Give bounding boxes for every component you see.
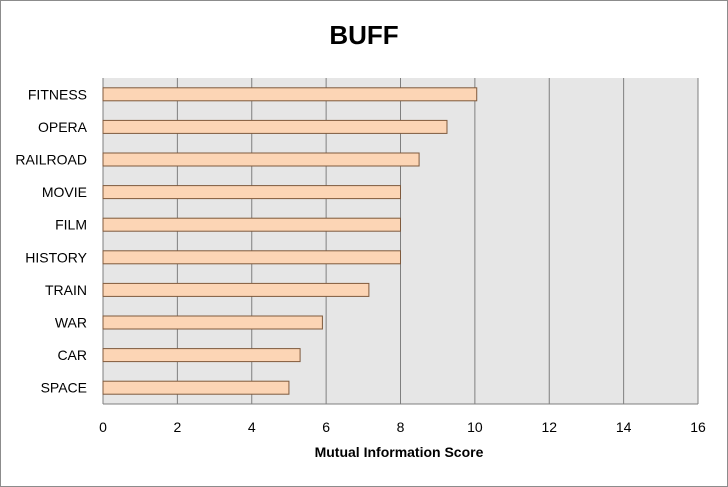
bar-car xyxy=(102,348,301,363)
category-label: OPERA xyxy=(38,119,88,135)
x-tick-label: 6 xyxy=(322,419,330,435)
bars xyxy=(102,87,478,395)
category-label: MOVIE xyxy=(42,184,87,200)
x-tick-label: 4 xyxy=(248,419,256,435)
bar-film xyxy=(102,217,401,232)
category-label: HISTORY xyxy=(25,249,87,265)
x-tick-label: 16 xyxy=(690,419,706,435)
category-label: RAILROAD xyxy=(15,152,87,168)
category-label: FITNESS xyxy=(28,86,87,102)
bar-railroad xyxy=(102,152,420,167)
category-label: SPACE xyxy=(41,380,87,396)
x-tick-label: 14 xyxy=(616,419,632,435)
category-label: WAR xyxy=(55,315,87,331)
x-axis-label: Mutual Information Score xyxy=(314,444,484,460)
bar-fitness xyxy=(102,87,478,102)
bar-history xyxy=(102,250,401,265)
category-label: FILM xyxy=(55,217,87,233)
x-tick-label: 0 xyxy=(99,419,107,435)
x-tick-label: 12 xyxy=(541,419,557,435)
category-label: TRAIN xyxy=(45,282,87,298)
bar-movie xyxy=(102,185,401,200)
category-label: CAR xyxy=(57,347,87,363)
bar-war xyxy=(102,315,323,330)
x-tick-label: 10 xyxy=(467,419,483,435)
bar-opera xyxy=(102,119,448,134)
x-tick-label: 8 xyxy=(397,419,405,435)
chart-title: BUFF xyxy=(329,20,399,50)
bar-train xyxy=(102,282,370,297)
x-tick-label: 2 xyxy=(173,419,181,435)
category-labels: FITNESS OPERA RAILROAD MOVIE FILM HISTORY TRAI… xyxy=(15,86,87,395)
x-tick-labels: 0 2 4 6 8 10 12 14 16 xyxy=(99,419,706,435)
bar-space xyxy=(102,380,290,395)
